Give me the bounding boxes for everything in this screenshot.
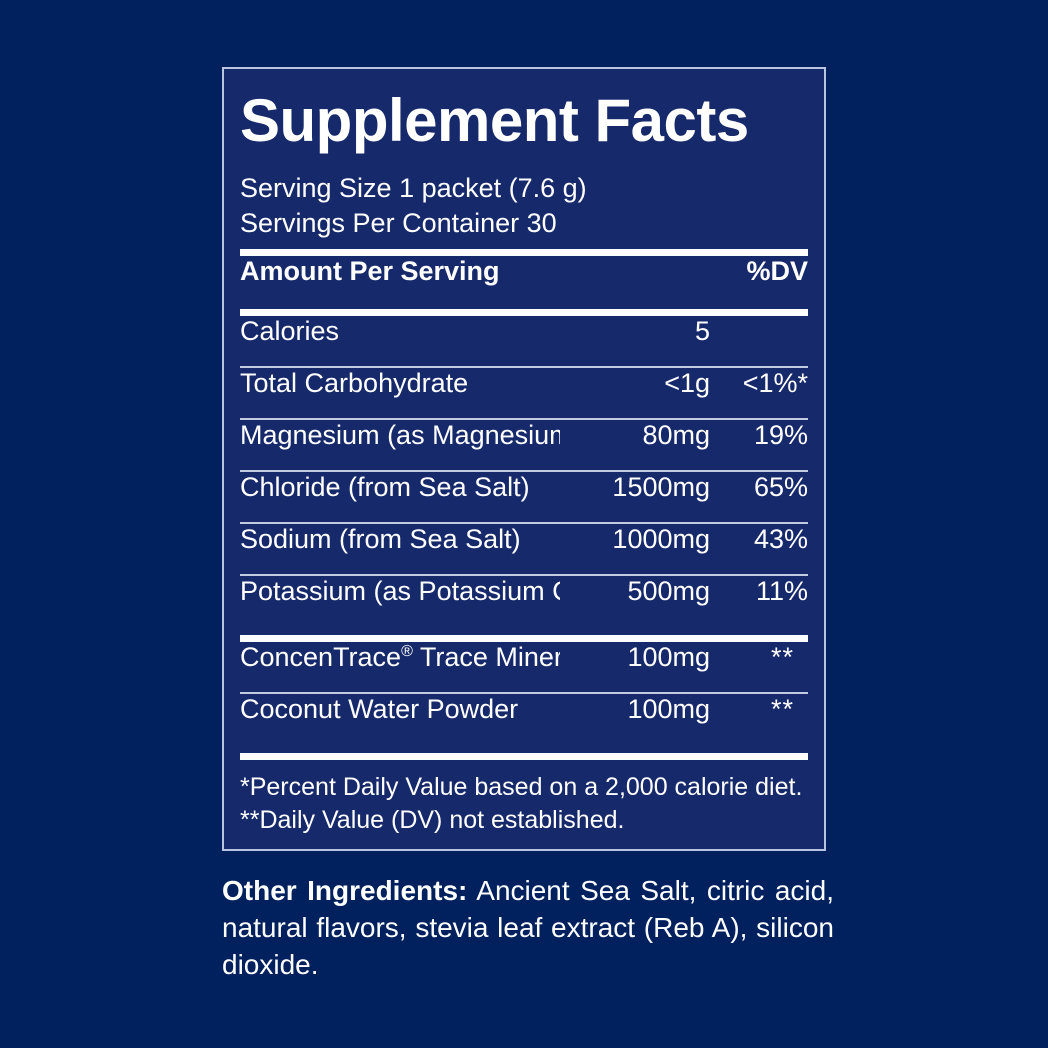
other-ingredients: Other Ingredients: Ancient Sea Salt, cit… [222,873,834,984]
nutrient-amount: 80mg [642,420,710,451]
amount-per-serving-header: Amount Per Serving %DV [240,256,808,302]
serving-size: Serving Size 1 packet (7.6 g) [240,173,587,203]
row-divider [240,470,808,473]
other-ingredients-label: Other Ingredients: [222,875,468,906]
table-row: Potassium (as Potassium Citrate) 500mg 1… [240,576,808,626]
nutrient-dv: 11% [755,576,808,607]
nutrient-dv: 19% [753,420,808,451]
table-row: Magnesium (as Magnesium Citrate) 80mg 19… [240,420,808,470]
rule-below-amount-header [240,309,808,317]
nutrient-name: ConcenTrace® Trace Minerals [240,642,560,673]
nutrient-name: Sodium (from Sea Salt) [240,524,521,555]
nutrient-amount: 1000mg [612,524,710,555]
table-row: Coconut Water Powder 100mg ** [240,694,808,744]
other-ingredients-text: Ancient Sea Salt, citric acid, natural f… [222,875,834,980]
row-divider [240,692,808,695]
row-divider [240,574,808,577]
rule-above-footnotes [240,753,808,761]
nutrient-amount: 1500mg [612,472,710,503]
footnote-dv-not-established: **Daily Value (DV) not established. [240,806,625,835]
registered-trademark-icon: ® [401,643,413,661]
nutrient-name: Calories [240,316,340,347]
nutrient-name-text: Coconut Water Powder [240,694,519,725]
nutrient-dv: ** [770,694,794,725]
nutrient-name-text: ConcenTrace [240,642,402,673]
nutrient-amount: 100mg [627,694,710,725]
footnote-percent-daily-value: *Percent Daily Value based on a 2,000 ca… [240,773,803,802]
table-row: Calories 5 [240,316,808,366]
table-row: Chloride (from Sea Salt) 1500mg 65% [240,472,808,522]
rule-above-unestablished-rows [240,635,808,643]
nutrient-dv: 65% [753,472,808,503]
row-divider [240,522,808,525]
amount-per-serving-label: Amount Per Serving [240,256,500,287]
row-divider [240,418,808,421]
supplement-facts-panel: Supplement Facts Serving Size 1 packet (… [222,67,826,851]
page-title: Supplement Facts [240,87,749,154]
servings-per-container: Servings Per Container 30 [240,207,557,238]
footnotes: *Percent Daily Value based on a 2,000 ca… [240,771,808,837]
nutrient-name-suffix: Trace Minerals [419,642,560,673]
nutrient-amount: 500mg [627,576,710,607]
nutrient-amount: 100mg [627,642,710,673]
nutrient-dv: <1%* [742,368,808,399]
supplement-facts-inner: Supplement Facts Serving Size 1 packet (… [224,91,824,871]
nutrient-name: Magnesium (as Magnesium Citrate) [240,420,560,451]
nutrient-name: Coconut Water Powder [240,694,560,725]
nutrient-name: Chloride (from Sea Salt) [240,472,530,503]
table-row: Sodium (from Sea Salt) 1000mg 43% [240,524,808,574]
table-row: Total Carbohydrate <1g <1%* [240,368,808,418]
nutrient-amount: 5 [694,316,710,347]
nutrient-dv: 43% [753,524,808,555]
table-row: ConcenTrace® Trace Minerals 100mg ** [240,642,808,692]
rule-above-amount-header [240,249,808,257]
nutrient-name: Total Carbohydrate [240,368,469,399]
percent-dv-header: %DV [746,256,808,287]
serving-info: Serving Size 1 packet (7.6 g) Servings P… [240,171,808,240]
nutrient-dv: ** [770,642,794,673]
row-divider [240,366,808,369]
nutrient-amount: <1g [664,368,710,399]
nutrient-name: Potassium (as Potassium Citrate) [240,576,560,607]
